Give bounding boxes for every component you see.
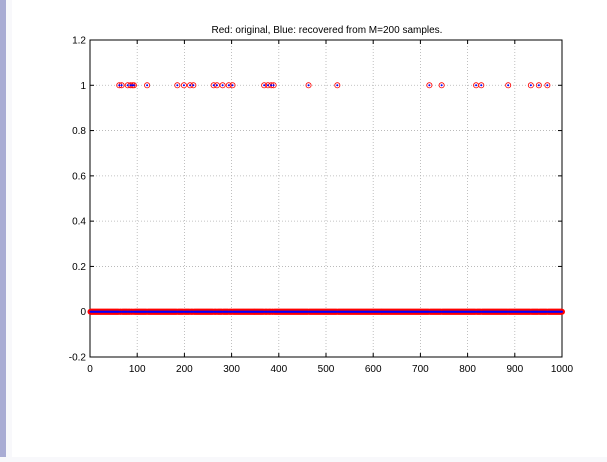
y-tick-label: 1 [80,81,86,92]
x-tick-label: 300 [223,364,240,375]
recovered-point [231,84,234,87]
recovered-point [189,84,192,87]
recovered-point [212,84,215,87]
recovered-point [480,84,483,87]
y-tick-label: 0.2 [72,262,86,273]
x-tick-label: 500 [318,364,335,375]
original-point [305,82,312,89]
y-tick-label: -0.2 [69,353,87,364]
recovered-point [336,84,339,87]
recovered-point [270,84,273,87]
recovered-point [176,84,179,87]
original-point [180,82,187,89]
recovered-point [129,84,132,87]
x-tick-label: 200 [176,364,193,375]
recovered-point [428,84,431,87]
nonzero-markers [116,82,551,89]
recovered-point [221,84,224,87]
original-point [505,82,512,89]
axis-ticks: 0 100 200 300 400 500 600 700 800 900 1000-0.200.2… [69,36,574,376]
original-point [426,82,433,89]
recovered-point [529,84,532,87]
recovered-point [126,84,129,87]
scatter-chart: Red: original, Blue: recovered from M=20… [69,25,574,376]
x-tick-label: 0 [87,364,93,375]
recovered-point [475,84,478,87]
y-tick-label: 0.6 [72,171,86,182]
original-point [438,82,445,89]
x-tick-label: 700 [412,364,429,375]
original-point [478,82,485,89]
y-tick-label: 1.2 [72,36,86,47]
recovered-point [227,84,230,87]
y-tick-label: 0.8 [72,126,86,137]
original-point [535,82,542,89]
recovered-point [192,84,195,87]
y-tick-label: 0.4 [72,217,86,228]
original-point [144,82,151,89]
recovered-point [118,84,121,87]
original-point [219,82,226,89]
original-point [174,82,181,89]
recovered-point [440,84,443,87]
x-tick-label: 600 [365,364,382,375]
chart-title: Red: original, Blue: recovered from M=20… [212,25,443,36]
recovered-point [263,84,266,87]
original-point [544,82,551,89]
original-point [229,82,236,89]
recovered-point [182,84,185,87]
y-tick-label: 0 [80,307,86,318]
x-tick-label: 400 [270,364,287,375]
recovered-point [537,84,540,87]
recovered-point [266,84,269,87]
recovered-point [215,84,218,87]
original-point [527,82,534,89]
x-tick-label: 900 [506,364,523,375]
recovered-point [272,84,275,87]
recovered-point [561,310,563,313]
x-tick-label: 100 [129,364,146,375]
original-point [334,82,341,89]
x-tick-label: 1000 [551,364,574,375]
x-tick-label: 800 [459,364,476,375]
recovered-point [132,84,135,87]
recovered-point [131,84,134,87]
recovered-point [507,84,510,87]
recovered-point [146,84,149,87]
original-point [225,82,232,89]
zero-markers [87,308,566,315]
figure-canvas: Red: original, Blue: recovered from M=20… [12,0,607,457]
recovered-point [546,84,549,87]
recovered-point [307,84,310,87]
recovered-point [120,84,123,87]
original-point [261,82,268,89]
